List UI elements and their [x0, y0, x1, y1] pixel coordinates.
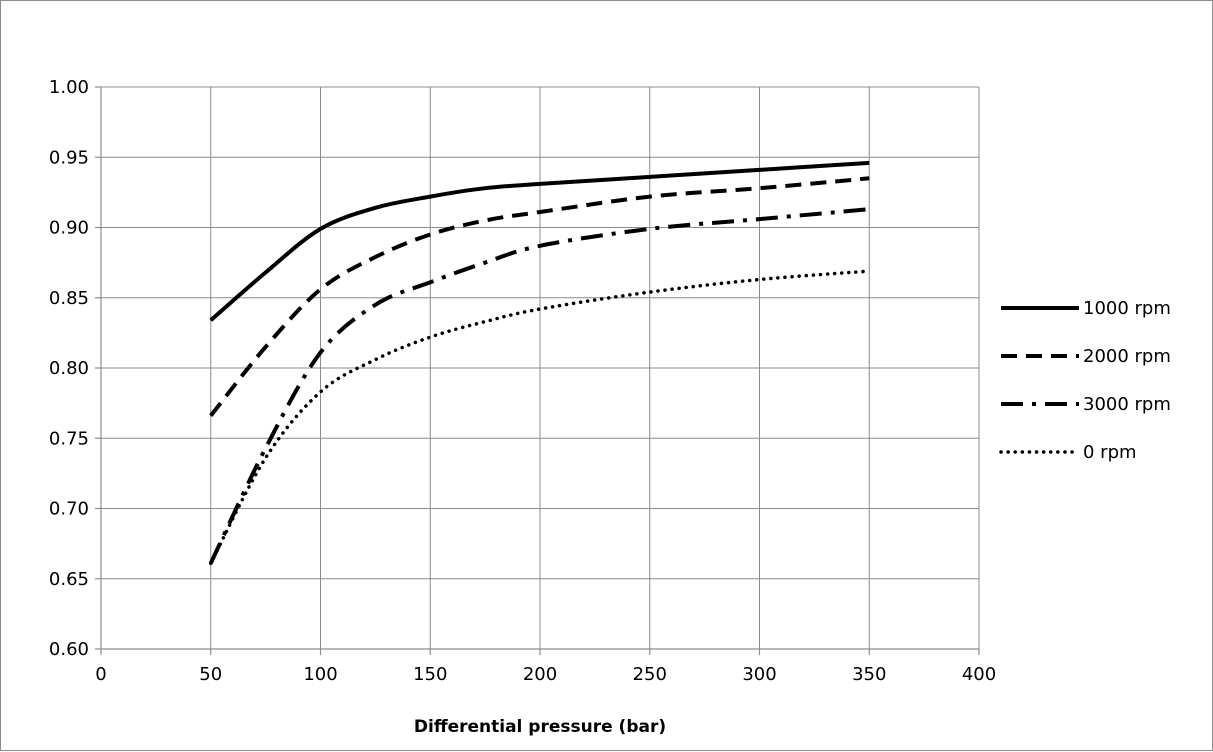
y-tick-label: 0.85: [49, 288, 89, 309]
series-lines: [208, 160, 872, 566]
legend-label-2000-rpm: 2000 rpm: [1083, 346, 1171, 367]
x-tick-label: 150: [413, 664, 447, 685]
legend-label-1000-rpm: 1000 rpm: [1083, 298, 1171, 319]
x-tick-label: 50: [199, 664, 222, 685]
legend-label-3000-rpm: 3000 rpm: [1083, 394, 1171, 415]
y-tick-label: 0.90: [49, 218, 89, 239]
y-tick-label: 0.65: [49, 569, 89, 590]
x-tick-label: 200: [523, 664, 557, 685]
x-tick-label: 0: [95, 664, 106, 685]
x-tick-label: 300: [742, 664, 776, 685]
y-tick-label: 0.95: [49, 147, 89, 168]
x-tick-label: 350: [852, 664, 886, 685]
x-axis-label: Differential pressure (bar): [414, 717, 666, 737]
y-tick-label: 0.70: [49, 499, 89, 520]
axes: [95, 86, 980, 655]
y-tick-labels: 0.60 0.65 0.70 0.75 0.80 0.85 0.90 0.95 1.00: [49, 77, 89, 660]
series-line-3000-rpm: [208, 207, 870, 565]
y-tick-label: 0.80: [49, 358, 89, 379]
series-line-0-rpm: [209, 269, 872, 566]
series-line-1000-rpm: [209, 160, 870, 322]
legend: 1000 rpm 2000 rpm 3000 rpm 0 rpm: [999, 298, 1171, 463]
y-tick-label: 1.00: [49, 77, 89, 98]
legend-label-0-rpm: 0 rpm: [1083, 442, 1137, 463]
x-tick-labels: 0 50 100 150 200 250 300 350 400: [95, 664, 996, 685]
y-tick-label: 0.60: [49, 639, 89, 660]
series-line-2000-rpm: [209, 176, 870, 418]
x-tick-label: 400: [962, 664, 996, 685]
x-tick-label: 250: [633, 664, 667, 685]
gridlines: [100, 86, 980, 650]
y-tick-label: 0.75: [49, 428, 89, 449]
x-tick-label: 100: [303, 664, 337, 685]
